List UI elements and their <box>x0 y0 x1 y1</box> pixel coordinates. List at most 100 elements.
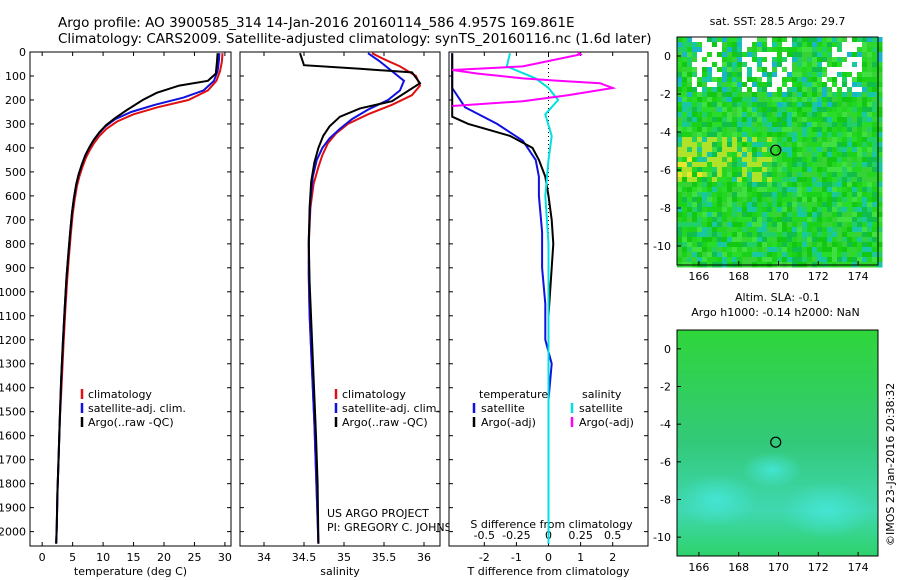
sst-cell <box>732 37 738 43</box>
sst-cell <box>752 232 758 238</box>
sst-cell <box>852 82 858 88</box>
sst-cell <box>787 212 793 218</box>
sst-cell <box>727 242 733 248</box>
sst-cell <box>812 172 818 178</box>
sst-cell <box>677 227 683 233</box>
temperature-panel: 0100200300400500600700800900100011001200… <box>0 46 232 578</box>
sst-cell <box>812 77 818 83</box>
sst-cell <box>807 37 813 43</box>
sst-cell <box>812 157 818 163</box>
sst-cell <box>742 67 748 73</box>
sst-cell <box>682 222 688 228</box>
sst-cell <box>872 77 878 83</box>
sst-cell <box>717 197 723 203</box>
sst-cell <box>867 47 873 53</box>
sst-cell <box>852 182 858 188</box>
sst-cell <box>742 92 748 98</box>
sst-cell <box>727 172 733 178</box>
sst-cell <box>682 237 688 243</box>
sst-cell <box>847 247 853 253</box>
sst-cell <box>862 92 868 98</box>
sst-cell <box>692 67 698 73</box>
sst-cell <box>737 147 743 153</box>
sst-cell <box>787 252 793 258</box>
sst-cell <box>802 147 808 153</box>
sst-cell <box>712 232 718 238</box>
sst-cell <box>832 142 838 148</box>
sst-cell <box>847 157 853 163</box>
sst-cell <box>707 127 713 133</box>
sst-cell <box>682 102 688 108</box>
sst-cell <box>707 212 713 218</box>
sst-cell <box>767 197 773 203</box>
sst-cell <box>747 242 753 248</box>
sst-cell <box>692 192 698 198</box>
sst-cell <box>682 162 688 168</box>
sst-cell <box>792 222 798 228</box>
sst-cell <box>807 57 813 63</box>
sst-cell <box>682 257 688 263</box>
sst-cell <box>737 212 743 218</box>
sst-cell <box>722 87 728 93</box>
sst-cell <box>817 127 823 133</box>
sst-cell <box>867 132 873 138</box>
sst-cell <box>772 222 778 228</box>
sst-cell <box>877 202 883 208</box>
sst-cell <box>797 72 803 78</box>
sst-cell <box>722 107 728 113</box>
sst-cell <box>867 222 873 228</box>
sst-cell <box>802 202 808 208</box>
sst-cell <box>702 102 708 108</box>
sst-cell <box>767 62 773 68</box>
y-tick-label: 1100 <box>0 310 26 323</box>
sst-cell <box>787 67 793 73</box>
sst-cell <box>877 87 883 93</box>
sst-cell <box>842 222 848 228</box>
sst-cell <box>762 212 768 218</box>
sst-cell <box>732 112 738 118</box>
sst-cell <box>732 182 738 188</box>
sst-cell <box>817 252 823 258</box>
sst-cell <box>802 57 808 63</box>
series-line-satellite <box>451 53 553 544</box>
sst-cell <box>692 157 698 163</box>
sst-cell <box>857 67 863 73</box>
sst-cell <box>807 87 813 93</box>
sst-cell <box>862 172 868 178</box>
sst-cell <box>687 142 693 148</box>
sst-cell <box>742 62 748 68</box>
sst-cell <box>752 247 758 253</box>
sst-cell <box>812 182 818 188</box>
sst-cell <box>692 222 698 228</box>
sst-cell <box>727 132 733 138</box>
sst-cell <box>797 82 803 88</box>
sst-cell <box>817 57 823 63</box>
sst-cell <box>737 107 743 113</box>
sst-cell <box>862 122 868 128</box>
sst-cell <box>837 102 843 108</box>
sst-cell <box>817 62 823 68</box>
sst-cell <box>767 152 773 158</box>
sst-cell <box>752 62 758 68</box>
sst-cell <box>707 232 713 238</box>
sst-cell <box>702 77 708 83</box>
sst-cell <box>707 67 713 73</box>
sst-cell <box>747 72 753 78</box>
sst-cell <box>827 107 833 113</box>
sst-cell <box>762 92 768 98</box>
sst-cell <box>772 62 778 68</box>
sst-cell <box>872 57 878 63</box>
sst-cell <box>782 97 788 103</box>
sst-cell <box>867 102 873 108</box>
sst-cell <box>707 42 713 48</box>
sst-cell <box>717 167 723 173</box>
sst-cell <box>782 252 788 258</box>
sst-cell <box>787 122 793 128</box>
sst-cell <box>722 257 728 263</box>
sst-cell <box>682 57 688 63</box>
sst-cell <box>872 187 878 193</box>
sst-cell <box>822 222 828 228</box>
sst-cell <box>872 142 878 148</box>
sst-cell <box>692 62 698 68</box>
sst-cell <box>707 162 713 168</box>
